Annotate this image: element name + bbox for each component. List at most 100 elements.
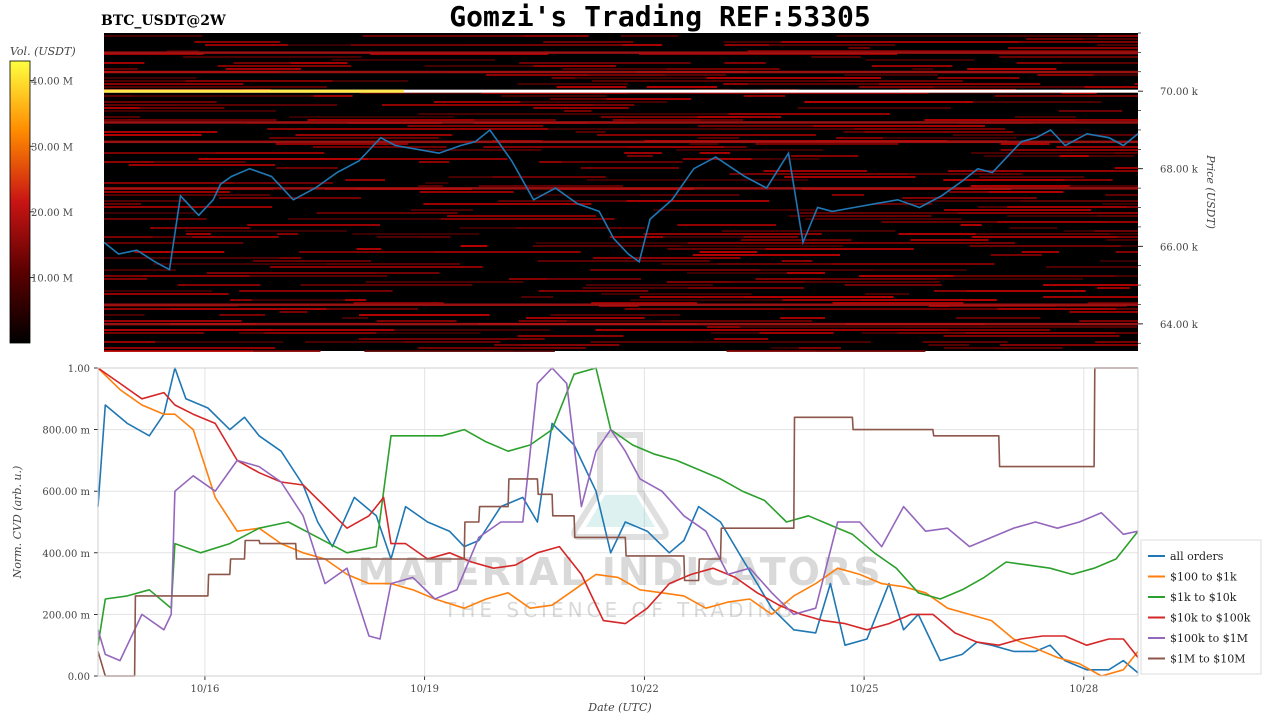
- heatmap-cell: [715, 128, 855, 130]
- heatmap-cell: [419, 149, 542, 151]
- heatmap-cell: [977, 206, 1008, 208]
- heatmap-cell: [1115, 332, 1138, 334]
- heatmap-cell: [533, 65, 616, 67]
- heatmap-cell: [731, 281, 806, 283]
- heatmap-cell: [225, 68, 302, 70]
- heatmap-cell: [104, 290, 212, 292]
- heatmap-cell: [790, 155, 859, 157]
- heatmap-cell: [729, 173, 909, 175]
- heatmap-cell: [267, 128, 411, 130]
- heatmap-cell: [873, 203, 933, 205]
- heatmap-cell: [276, 167, 338, 169]
- legend-label: $10k to $100k: [1170, 612, 1251, 625]
- heatmap-y-tick-label: 64.00 k: [1160, 320, 1199, 331]
- heatmap-cell: [566, 320, 661, 322]
- heatmap-cell: [898, 233, 976, 235]
- heatmap-cell: [410, 128, 487, 130]
- heatmap-cell: [1097, 35, 1138, 37]
- heatmap-cell: [591, 302, 698, 304]
- heatmap-cell: [313, 146, 447, 148]
- heatmap-cell: [517, 83, 628, 85]
- heatmap-cell: [215, 152, 325, 154]
- heatmap-cell: [799, 212, 958, 214]
- heatmap-cell: [755, 278, 822, 280]
- heatmap-cell: [279, 311, 308, 313]
- heatmap-cell: [562, 161, 683, 163]
- heatmap-cell: [781, 41, 845, 43]
- heatmap-cell: [902, 197, 1037, 199]
- heatmap-cell: [975, 233, 1111, 235]
- heatmap-cell: [104, 134, 202, 136]
- heatmap-cell: [1069, 185, 1138, 187]
- heatmap-cell: [1096, 134, 1138, 136]
- heatmap-cell: [723, 83, 748, 85]
- symbol-label: BTC_USDT@2W: [101, 13, 226, 29]
- heatmap-cell: [871, 65, 953, 67]
- heatmap-cell: [376, 236, 421, 238]
- heatmap-cell: [497, 200, 627, 202]
- watermark-main-text: MATERIAL INDICATORS: [357, 550, 882, 594]
- heatmap-cell: [104, 347, 276, 349]
- heatmap-cell: [865, 293, 910, 295]
- heatmap-cell: [459, 227, 516, 229]
- heatmap-cell: [804, 101, 974, 103]
- heatmap-cell: [548, 128, 716, 130]
- heatmap-cell: [663, 236, 744, 238]
- heatmap-cell: [1021, 251, 1060, 253]
- heatmap-cell: [624, 308, 785, 310]
- heatmap-cell: [1063, 230, 1095, 232]
- legend-label: $1M to $10M: [1170, 653, 1246, 666]
- heatmap-cell: [1094, 230, 1138, 232]
- heatmap-cell: [509, 278, 547, 280]
- heatmap-cell: [519, 62, 691, 64]
- heatmap-cell: [622, 44, 663, 46]
- heatmap-cell: [249, 275, 388, 277]
- heatmap-cell: [104, 218, 207, 220]
- heatmap-cell: [485, 74, 589, 76]
- heatmap-cell: [481, 92, 628, 94]
- heatmap-cell: [999, 56, 1138, 58]
- cvd-x-tick-label: 10/22: [630, 684, 659, 695]
- heatmap-cell: [944, 209, 1091, 211]
- heatmap-cell: [950, 305, 1007, 307]
- legend-label: all orders: [1170, 550, 1224, 563]
- heatmap-cell: [1019, 41, 1138, 43]
- heatmap-cell: [811, 56, 861, 58]
- heatmap-cell: [368, 158, 508, 160]
- heatmap-cell: [177, 284, 261, 286]
- liquidity-band: [104, 70, 1138, 74]
- heatmap-cell: [627, 146, 725, 148]
- heatmap-cell: [234, 182, 333, 184]
- heatmap-cell: [973, 101, 1102, 103]
- heatmap-cell: [153, 236, 193, 238]
- heatmap-cell: [1006, 35, 1098, 37]
- heatmap-cell: [104, 194, 270, 196]
- cvd-plot-area: [98, 368, 1138, 676]
- heatmap-cell: [1116, 308, 1138, 310]
- heatmap-cell: [104, 53, 204, 55]
- heatmap-cell: [703, 179, 808, 181]
- heatmap-cell: [219, 314, 266, 316]
- heatmap-cell: [252, 350, 321, 352]
- heatmap-cell: [104, 182, 235, 184]
- heatmap-cell: [440, 218, 615, 220]
- heatmap-cell: [606, 98, 692, 100]
- heatmap-cell: [150, 227, 251, 229]
- heatmap-cell: [275, 143, 408, 145]
- heatmap-cell: [780, 317, 826, 319]
- heatmap-cell: [1000, 149, 1064, 151]
- heatmap-cell: [419, 191, 514, 193]
- heatmap-cell: [185, 80, 333, 82]
- heatmap-cell: [417, 347, 586, 349]
- heatmap-cell: [1084, 86, 1138, 88]
- heatmap-cell: [813, 215, 932, 217]
- price-line: [103, 128, 1139, 271]
- heatmap-cell: [448, 176, 493, 178]
- heatmap-cell: [854, 128, 898, 130]
- heatmap-cell: [252, 260, 371, 262]
- heatmap-cell: [166, 50, 200, 52]
- heatmap-cell: [104, 314, 145, 316]
- heatmap-cell: [104, 107, 140, 109]
- heatmap-cell: [580, 167, 680, 169]
- heatmap-cell: [1097, 44, 1138, 46]
